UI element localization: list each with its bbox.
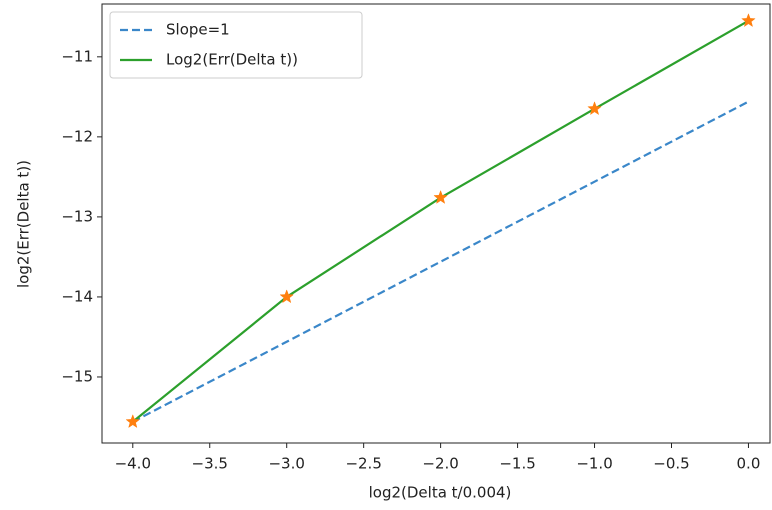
- y-tick-label: −11: [61, 47, 93, 65]
- y-tick-label: −12: [61, 127, 93, 145]
- x-tick-label: −4.0: [115, 455, 151, 473]
- x-tick-label: −2.0: [422, 455, 458, 473]
- series-line: [133, 21, 749, 422]
- x-tick-label: −3.0: [268, 455, 304, 473]
- legend-label: Slope=1: [166, 21, 230, 39]
- x-tick-label: −1.5: [499, 455, 535, 473]
- x-tick-label: 0.0: [737, 455, 761, 473]
- x-tick-label: −3.5: [192, 455, 228, 473]
- y-axis-label: log2(Err(Delta t)): [15, 160, 33, 288]
- legend-label: Log2(Err(Delta t)): [166, 51, 298, 69]
- x-tick-label: −2.5: [345, 455, 381, 473]
- y-tick-label: −13: [61, 207, 93, 225]
- y-tick-label: −14: [61, 287, 93, 305]
- series-line: [133, 102, 749, 422]
- x-axis-label: log2(Delta t/0.004): [369, 484, 512, 502]
- x-tick-label: −0.5: [653, 455, 689, 473]
- x-tick-label: −1.0: [576, 455, 612, 473]
- y-tick-label: −15: [61, 367, 93, 385]
